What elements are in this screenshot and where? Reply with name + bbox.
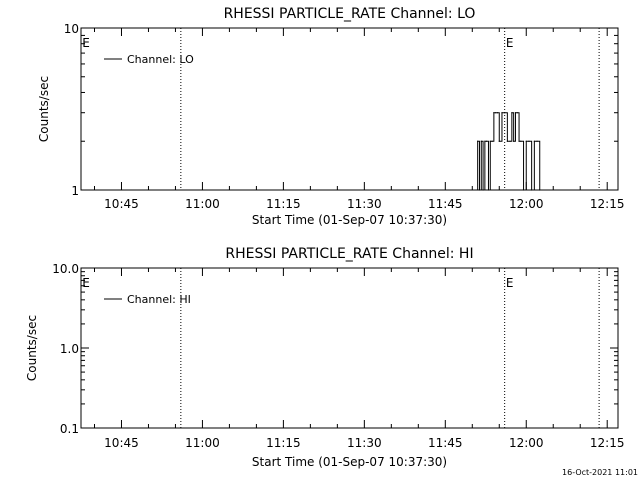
data-point: [539, 189, 541, 191]
y-tick-label: 0.1: [60, 422, 79, 436]
data-point: [489, 140, 491, 142]
y-tick-label: 10: [64, 22, 79, 36]
data-point: [513, 140, 515, 142]
data-point: [516, 112, 518, 114]
legend-label: Channel: LO: [127, 53, 194, 66]
data-point: [486, 140, 488, 142]
x-tick-label: 11:30: [347, 436, 382, 450]
data-point: [504, 112, 506, 114]
x-tick-label: 12:15: [590, 436, 625, 450]
data-point: [536, 140, 538, 142]
chart-title: RHESSI PARTICLE_RATE Channel: LO: [224, 6, 476, 22]
data-point: [520, 140, 522, 142]
data-point: [531, 189, 533, 191]
y-axis-label: Counts/sec: [25, 315, 39, 381]
x-tick-label: 10:45: [104, 436, 139, 450]
x-tick-label: 11:15: [266, 436, 301, 450]
data-point: [514, 112, 517, 114]
x-tick-label: 11:45: [428, 197, 463, 211]
x-axis-label: Start Time (01-Sep-07 10:37:30): [252, 213, 447, 227]
legend-label: Channel: HI: [127, 293, 191, 306]
data-point: [525, 140, 527, 142]
data-point: [533, 140, 535, 142]
data-point: [493, 112, 495, 114]
x-tick-label: 12:00: [509, 197, 544, 211]
x-tick-label: 12:00: [509, 436, 544, 450]
data-point: [528, 140, 530, 142]
data-point: [480, 140, 482, 142]
data-point: [518, 140, 520, 142]
event-letter: E: [82, 276, 90, 290]
data-point: [491, 140, 493, 142]
x-tick-label: 10:45: [104, 197, 139, 211]
data-point: [495, 112, 497, 114]
y-axis-label: Counts/sec: [37, 76, 51, 142]
y-tick-label: 1: [71, 184, 79, 198]
data-point: [511, 112, 513, 114]
x-tick-label: 11:30: [347, 197, 382, 211]
data-point: [501, 112, 503, 114]
x-tick-label: 12:15: [590, 197, 625, 211]
data-point: [478, 189, 481, 191]
data-point: [496, 112, 499, 114]
y-tick-label: 10.0: [52, 262, 79, 276]
chart-panel-1: [80, 267, 619, 429]
x-tick-label: 11:15: [266, 197, 301, 211]
data-point: [498, 140, 500, 142]
x-axis-label: Start Time (01-Sep-07 10:37:30): [252, 455, 447, 469]
chart-panel-0: [80, 27, 619, 191]
data-point: [482, 189, 484, 191]
data-point: [477, 140, 479, 142]
plot-frame: [80, 267, 619, 429]
event-letter: E: [82, 36, 90, 50]
y-tick-label: 1.0: [60, 342, 79, 356]
data-point: [522, 189, 525, 191]
x-tick-label: 11:45: [428, 436, 463, 450]
event-letter: E: [506, 36, 514, 50]
data-point: [506, 140, 508, 142]
event-letter: E: [506, 276, 514, 290]
data-point: [487, 189, 490, 191]
plot-frame: [80, 27, 619, 191]
chart-title: RHESSI PARTICLE_RATE Channel: HI: [225, 246, 473, 262]
footer-timestamp: 16-Oct-2021 11:01: [562, 468, 638, 477]
data-point: [509, 140, 511, 142]
series-line: [477, 112, 543, 191]
x-tick-label: 11:00: [185, 197, 220, 211]
x-tick-label: 11:00: [185, 436, 220, 450]
data-point: [484, 140, 486, 142]
